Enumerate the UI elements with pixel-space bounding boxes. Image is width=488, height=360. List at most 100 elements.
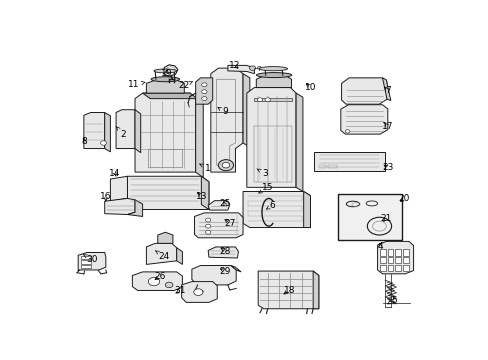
Bar — [395, 249, 400, 256]
Circle shape — [257, 98, 262, 102]
Text: 23: 23 — [381, 163, 393, 172]
Polygon shape — [208, 247, 238, 258]
Polygon shape — [230, 266, 241, 272]
Text: 11: 11 — [128, 80, 145, 89]
Polygon shape — [191, 266, 236, 285]
Polygon shape — [243, 192, 310, 228]
Polygon shape — [135, 110, 141, 153]
Ellipse shape — [259, 67, 287, 71]
Polygon shape — [296, 93, 302, 192]
Polygon shape — [158, 232, 173, 243]
Bar — [402, 249, 408, 256]
Circle shape — [193, 289, 203, 296]
Polygon shape — [340, 105, 387, 134]
Bar — [380, 249, 385, 256]
Circle shape — [202, 83, 206, 87]
Text: 25: 25 — [219, 199, 230, 208]
Polygon shape — [195, 99, 203, 177]
Text: 21: 21 — [380, 214, 391, 223]
Text: 30: 30 — [83, 255, 98, 264]
Text: 5: 5 — [387, 296, 396, 305]
Circle shape — [205, 224, 210, 228]
Bar — [81, 260, 91, 264]
Bar — [387, 249, 393, 256]
Text: 17: 17 — [381, 122, 393, 131]
Bar — [337, 194, 401, 240]
Polygon shape — [132, 272, 182, 291]
Polygon shape — [116, 110, 135, 149]
Polygon shape — [110, 198, 127, 207]
Text: 9: 9 — [218, 107, 227, 116]
Text: 15: 15 — [258, 183, 273, 193]
Polygon shape — [382, 78, 390, 100]
Polygon shape — [258, 271, 318, 309]
Polygon shape — [243, 74, 249, 147]
Text: 26: 26 — [154, 272, 165, 281]
Circle shape — [101, 141, 106, 145]
Ellipse shape — [154, 69, 176, 73]
Bar — [395, 257, 400, 263]
Bar — [81, 256, 91, 259]
Polygon shape — [312, 271, 318, 309]
Polygon shape — [110, 176, 127, 201]
Polygon shape — [246, 87, 296, 187]
Circle shape — [202, 97, 206, 100]
Text: 16: 16 — [100, 192, 111, 201]
Text: 1: 1 — [200, 164, 211, 173]
Polygon shape — [194, 213, 243, 238]
Polygon shape — [84, 112, 104, 149]
Polygon shape — [146, 243, 176, 264]
Polygon shape — [104, 112, 110, 152]
Bar — [387, 265, 393, 271]
Text: 22: 22 — [178, 81, 192, 90]
Text: 10: 10 — [304, 83, 316, 92]
Circle shape — [165, 282, 173, 288]
Bar — [380, 265, 385, 271]
Polygon shape — [208, 201, 229, 210]
Bar — [395, 265, 400, 271]
Bar — [387, 257, 393, 263]
Polygon shape — [210, 68, 243, 172]
Text: 4: 4 — [377, 242, 382, 251]
Polygon shape — [314, 152, 385, 171]
Text: 2: 2 — [116, 126, 126, 139]
Text: 28: 28 — [219, 247, 230, 256]
Polygon shape — [303, 192, 310, 228]
Polygon shape — [195, 78, 212, 104]
Circle shape — [202, 90, 206, 94]
Ellipse shape — [151, 77, 179, 82]
Text: 31: 31 — [174, 286, 186, 295]
Text: 19: 19 — [161, 69, 172, 78]
Text: 6: 6 — [266, 201, 275, 210]
Polygon shape — [127, 176, 208, 210]
Polygon shape — [104, 198, 135, 215]
Polygon shape — [135, 93, 195, 172]
Polygon shape — [341, 78, 386, 104]
Circle shape — [264, 98, 270, 102]
Text: 18: 18 — [283, 286, 294, 295]
Bar — [81, 265, 91, 268]
Polygon shape — [78, 252, 105, 271]
Polygon shape — [377, 242, 413, 274]
Text: 7: 7 — [384, 86, 390, 95]
Polygon shape — [201, 176, 208, 210]
Text: 29: 29 — [219, 266, 230, 275]
Text: 20: 20 — [398, 194, 409, 203]
Text: 14: 14 — [109, 169, 121, 178]
Text: 12: 12 — [228, 61, 240, 70]
Circle shape — [222, 162, 229, 168]
Bar — [402, 265, 408, 271]
Circle shape — [345, 130, 349, 133]
Circle shape — [257, 67, 261, 69]
Text: 8: 8 — [81, 137, 87, 146]
Text: 27: 27 — [224, 219, 235, 228]
Polygon shape — [127, 200, 142, 216]
Text: 24: 24 — [155, 251, 169, 261]
Polygon shape — [227, 66, 254, 74]
Polygon shape — [176, 248, 182, 264]
Ellipse shape — [256, 73, 291, 77]
Polygon shape — [142, 93, 197, 99]
Text: 3: 3 — [256, 169, 267, 178]
Polygon shape — [181, 282, 217, 302]
Bar — [402, 257, 408, 263]
